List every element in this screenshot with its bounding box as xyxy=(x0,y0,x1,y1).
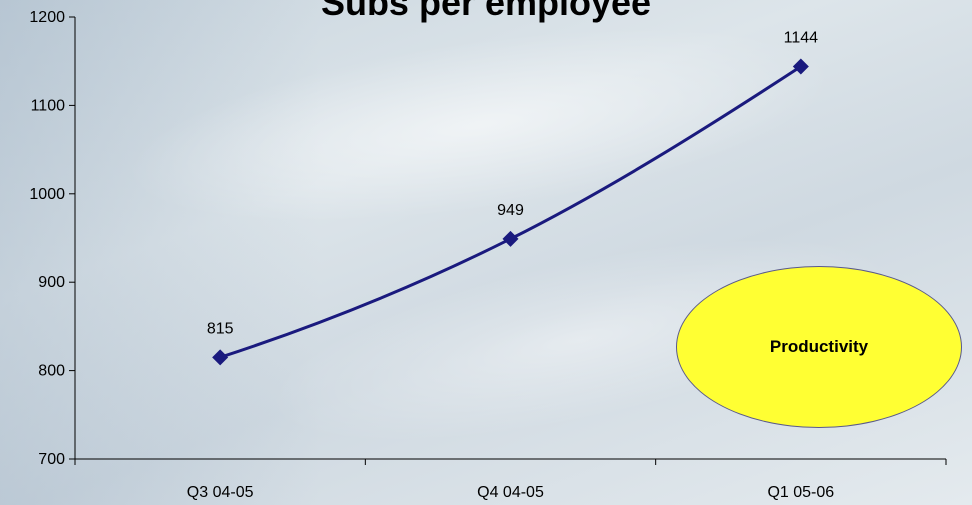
y-tick-label: 1200 xyxy=(29,9,65,26)
productivity-callout: Productivity xyxy=(676,266,962,428)
y-tick-label: 1000 xyxy=(29,186,65,203)
y-tick-label: 700 xyxy=(38,451,65,468)
data-point-marker xyxy=(792,58,809,75)
x-tick-label: Q3 04-05 xyxy=(187,484,254,501)
chart-title: Subs per employee xyxy=(320,0,652,23)
x-tick-label: Q1 05-06 xyxy=(767,484,834,501)
productivity-label: Productivity xyxy=(769,337,869,356)
data-label: 1144 xyxy=(784,30,819,47)
y-tick-label: 800 xyxy=(38,363,65,380)
data-label: 815 xyxy=(207,320,234,337)
data-label: 949 xyxy=(497,202,524,219)
y-tick-label: 900 xyxy=(38,274,65,291)
y-tick-label: 1100 xyxy=(31,97,66,114)
data-point-marker xyxy=(212,349,229,366)
data-point-marker xyxy=(502,230,519,247)
x-tick-label: Q4 04-05 xyxy=(477,484,544,501)
